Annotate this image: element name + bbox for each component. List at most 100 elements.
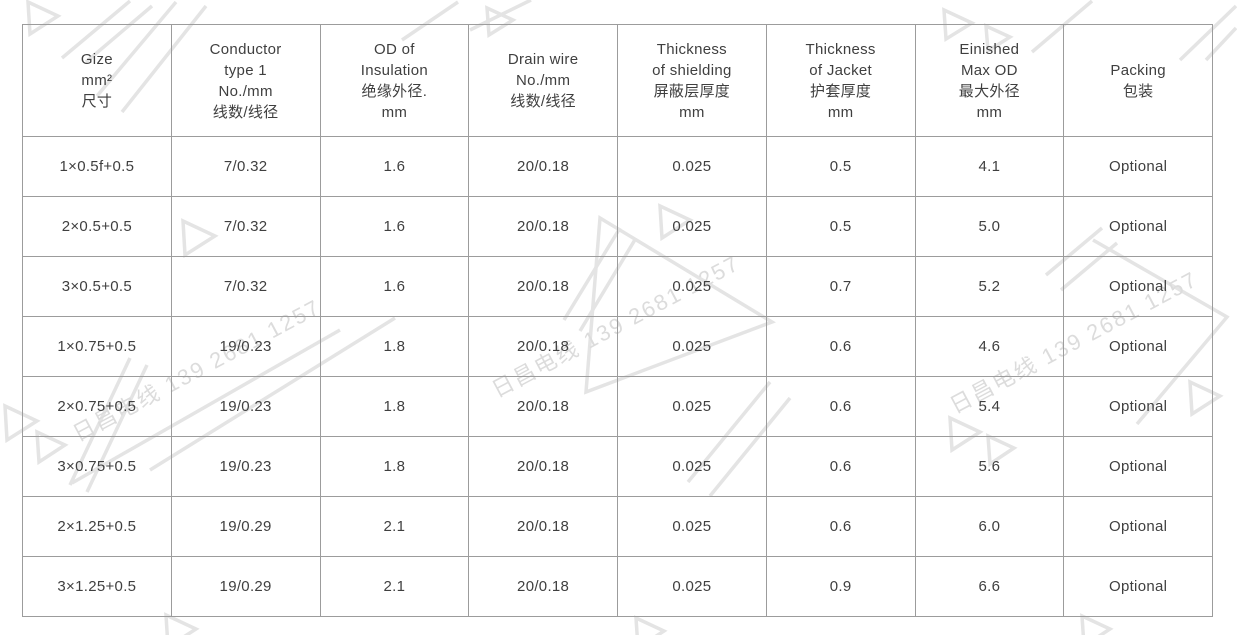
header-line: Max OD: [960, 61, 1018, 79]
table-cell: 20/0.18: [468, 196, 618, 257]
header-line: Insulation: [360, 61, 428, 79]
table-row: 1×0.75+0.5 19/0.23 1.8 20/0.18 0.025 0.6 4.6 Op…: [22, 316, 1213, 377]
header-line: Einished: [959, 40, 1020, 58]
table-cell: 19/0.23: [170, 316, 321, 377]
header-line: No./mm: [515, 72, 571, 89]
table-cell: 4.1: [914, 136, 1065, 197]
table-cell: 0.025: [617, 496, 767, 557]
table-cell: 2×1.25+0.5: [22, 496, 172, 557]
table-cell: Optional: [1063, 556, 1213, 617]
table-cell: 5.0: [914, 196, 1065, 257]
table-cell: 20/0.18: [468, 556, 618, 617]
table-cell: 1.8: [319, 316, 470, 377]
table-cell: 3×1.25+0.5: [22, 556, 172, 617]
table-cell: 2×0.75+0.5: [22, 376, 172, 437]
header-line: Thickness: [805, 40, 876, 58]
table-cell: Optional: [1063, 256, 1213, 317]
table-cell: 1×0.5f+0.5: [22, 136, 172, 197]
header-line: 护套厚度: [810, 82, 872, 100]
table-row: 2×0.5+0.5 7/0.32 1.6 20/0.18 0.025 0.5 5.0 Opti…: [22, 196, 1213, 257]
table-cell: 20/0.18: [468, 256, 618, 317]
table-cell: Optional: [1063, 496, 1213, 557]
table-cell: 19/0.29: [170, 496, 321, 557]
table-cell: 5.4: [914, 376, 1065, 437]
table-row: 3×0.5+0.5 7/0.32 1.6 20/0.18 0.025 0.7 5.2 Opti…: [22, 256, 1213, 317]
header-line: 包装: [1122, 82, 1154, 100]
table-cell: 1.8: [319, 376, 470, 437]
header-cell: Thickness of shielding 屏蔽层厚度 mm: [617, 24, 767, 137]
cable-spec-table: Gize mm² 尺寸 Conductor type 1 No./mm 线数/线径 OD of…: [22, 24, 1213, 617]
header-line: Gize: [80, 51, 113, 68]
table-cell: 7/0.32: [170, 136, 321, 197]
table-row: 1×0.5f+0.5 7/0.32 1.6 20/0.18 0.025 0.5 4.1 Opt…: [22, 136, 1213, 197]
header-line: mm: [827, 103, 854, 121]
table-cell: 2.1: [319, 496, 470, 557]
header-line: OD of: [374, 40, 415, 58]
header-line: mm²: [81, 72, 113, 89]
table-cell: 1.8: [319, 436, 470, 497]
table-cell: 3×0.5+0.5: [22, 256, 172, 317]
header-row: Gize mm² 尺寸 Conductor type 1 No./mm 线数/线径 OD of…: [22, 24, 1213, 137]
table-cell: 0.7: [765, 256, 916, 317]
header-line: Conductor: [209, 40, 282, 58]
table-cell: Optional: [1063, 136, 1213, 197]
header-cell: Einished Max OD 最大外径 mm: [914, 24, 1065, 137]
header-cell: OD of Insulation 绝缘外径. mm: [319, 24, 470, 137]
spec-table-container: Gize mm² 尺寸 Conductor type 1 No./mm 线数/线径 OD of…: [22, 24, 1213, 617]
table-cell: 20/0.18: [468, 316, 618, 377]
table-cell: 0.6: [765, 376, 916, 437]
header-line: Thickness: [656, 40, 727, 58]
header-line: Drain wire: [507, 51, 579, 68]
table-cell: 5.6: [914, 436, 1065, 497]
table-cell: 1.6: [319, 196, 470, 257]
header-line: type 1: [224, 61, 267, 79]
table-row: 2×0.75+0.5 19/0.23 1.8 20/0.18 0.025 0.6 5.4 Op…: [22, 376, 1213, 437]
header-cell: Drain wire No./mm 线数/线径: [468, 24, 618, 137]
table-cell: 2.1: [319, 556, 470, 617]
table-cell: 1.6: [319, 136, 470, 197]
table-cell: 0.025: [617, 316, 767, 377]
table-cell: 3×0.75+0.5: [22, 436, 172, 497]
table-cell: 2×0.5+0.5: [22, 196, 172, 257]
header-line: of shielding: [652, 61, 732, 79]
table-row: 3×0.75+0.5 19/0.23 1.8 20/0.18 0.025 0.6 5.6 Op…: [22, 436, 1213, 497]
header-line: mm: [976, 103, 1003, 121]
table-cell: Optional: [1063, 436, 1213, 497]
header-line: mm: [679, 103, 705, 121]
table-cell: 0.025: [617, 136, 767, 197]
table-cell: 20/0.18: [468, 376, 618, 437]
table-cell: 0.6: [765, 316, 916, 377]
table-cell: 0.025: [617, 556, 767, 617]
table-cell: 19/0.29: [170, 556, 321, 617]
table-cell: 0.025: [617, 256, 767, 317]
header-line: 线数/线径: [510, 93, 576, 110]
table-cell: 20/0.18: [468, 136, 618, 197]
table-cell: 20/0.18: [468, 496, 618, 557]
table-cell: 0.025: [617, 436, 767, 497]
table-cell: 4.6: [914, 316, 1065, 377]
table-cell: Optional: [1063, 316, 1213, 377]
header-line: 最大外径: [958, 82, 1020, 100]
table-cell: 6.6: [914, 556, 1065, 617]
header-line: mm: [381, 103, 408, 121]
header-line: No./mm: [218, 82, 273, 100]
table-cell: 0.6: [765, 496, 916, 557]
header-line: 屏蔽层厚度: [653, 82, 731, 100]
table-cell: Optional: [1063, 196, 1213, 257]
table-header: Gize mm² 尺寸 Conductor type 1 No./mm 线数/线径 OD of…: [22, 24, 1213, 137]
header-line: of Jacket: [809, 61, 872, 79]
table-cell: 7/0.32: [170, 256, 321, 317]
table-cell: 0.9: [765, 556, 916, 617]
table-cell: 1×0.75+0.5: [22, 316, 172, 377]
header-line: 线数/线径: [212, 103, 279, 121]
header-line: 绝缘外径.: [361, 82, 428, 100]
header-cell: Conductor type 1 No./mm 线数/线径: [170, 24, 321, 137]
table-cell: 19/0.23: [170, 436, 321, 497]
table-cell: 1.6: [319, 256, 470, 317]
header-line: Packing: [1110, 61, 1166, 79]
table-cell: Optional: [1063, 376, 1213, 437]
table-row: 3×1.25+0.5 19/0.29 2.1 20/0.18 0.025 0.9 6.6 Op…: [22, 556, 1213, 617]
table-cell: 6.0: [914, 496, 1065, 557]
table-cell: 0.025: [617, 196, 767, 257]
table-cell: 0.025: [617, 376, 767, 437]
